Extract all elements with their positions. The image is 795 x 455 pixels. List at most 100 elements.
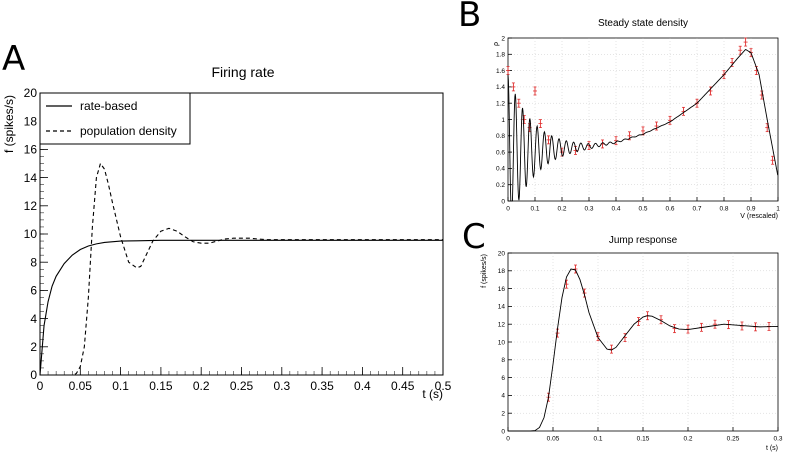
y-tick-label: 1.8 bbox=[496, 52, 505, 59]
chart-c-grid bbox=[508, 253, 778, 431]
x-tick-label: 0.3 bbox=[584, 206, 593, 213]
error-bar bbox=[506, 66, 510, 75]
x-tick-label: 0.4 bbox=[611, 206, 620, 213]
chart-b-title: Steady state density bbox=[598, 18, 688, 29]
chart-b-xlabel: V (rescaled) bbox=[740, 213, 778, 220]
chart-b-grid bbox=[508, 38, 778, 201]
y-tick-label: 12 bbox=[24, 199, 38, 213]
chart-panel-c: Jump response 0 0.05 0.1 0.15 0.2 0.25 0.3 0 2 4 6… bbox=[481, 235, 783, 452]
y-tick-label: 2 bbox=[30, 340, 37, 354]
y-tick-label: 1.6 bbox=[496, 68, 505, 75]
y-tick-label: 4 bbox=[30, 312, 37, 326]
error-bar bbox=[770, 155, 775, 165]
y-tick-label: 16 bbox=[498, 286, 506, 293]
error-bar bbox=[522, 115, 527, 124]
y-tick-label: 10 bbox=[498, 339, 506, 346]
y-tick-label: 0.4 bbox=[496, 166, 505, 173]
x-tick-label: 0.45 bbox=[391, 379, 415, 393]
x-tick-label: 0.05 bbox=[547, 436, 560, 443]
x-tick-label: 0 bbox=[506, 206, 510, 213]
chart-a-ylabel: f (spikes/s) bbox=[2, 95, 16, 153]
x-tick-label: 0.7 bbox=[692, 206, 701, 213]
x-tick-label: 0.25 bbox=[727, 436, 740, 443]
chart-panel-a: Firing rate 0 0.05 0.1 0.15 0.2 0.25 0.3 0.35 0.… bbox=[2, 64, 452, 401]
chart-a-legend: rate-based population density bbox=[39, 92, 191, 145]
error-bar bbox=[533, 86, 537, 96]
chart-c-title: Jump response bbox=[609, 235, 678, 246]
error-bar bbox=[573, 264, 578, 274]
error-bar bbox=[672, 324, 677, 334]
chart-b-ticks: 0 0.1 0.2 0.3 0.4 0.5 0.6 0.7 0.8 0.9 1 0 0.2 0.4 0.6 0… bbox=[496, 35, 780, 212]
chart-c-xlabel: t (s) bbox=[766, 445, 778, 452]
chart-c-ylabel: f (spikes/s) bbox=[481, 254, 488, 288]
x-tick-label: 0 bbox=[506, 436, 510, 443]
chart-a-lines bbox=[39, 162, 443, 376]
y-tick-label: 20 bbox=[24, 86, 38, 100]
x-tick-label: 0.15 bbox=[149, 379, 173, 393]
series-line-population-density bbox=[40, 162, 443, 376]
y-tick-label: 18 bbox=[498, 268, 506, 275]
panel-letter-b: B bbox=[458, 0, 481, 35]
y-tick-label: 2 bbox=[501, 35, 505, 42]
y-tick-label: 1.2 bbox=[496, 100, 505, 107]
x-tick-label: 0.35 bbox=[310, 379, 334, 393]
x-tick-label: 0.1 bbox=[530, 206, 539, 213]
x-tick-label: 0.5 bbox=[638, 206, 647, 213]
legend-label-population-density: population density bbox=[80, 124, 177, 138]
x-tick-label: 0.3 bbox=[773, 436, 782, 443]
error-bar bbox=[759, 90, 764, 100]
x-tick-label: 1 bbox=[776, 206, 780, 213]
y-tick-label: 2 bbox=[501, 410, 505, 417]
x-tick-label: 0.3 bbox=[273, 379, 290, 393]
chart-c-error-bars bbox=[546, 264, 771, 402]
y-tick-label: 14 bbox=[24, 171, 38, 185]
legend-box bbox=[39, 92, 191, 145]
y-tick-label: 1.4 bbox=[496, 84, 505, 91]
chart-a-title: Firing rate bbox=[211, 64, 274, 80]
y-tick-label: 0 bbox=[30, 368, 37, 382]
y-tick-label: 6 bbox=[30, 284, 37, 298]
x-tick-label: 0.4 bbox=[354, 379, 371, 393]
x-tick-label: 0.15 bbox=[637, 436, 650, 443]
y-tick-label: 8 bbox=[30, 255, 37, 269]
chart-b-lines bbox=[507, 48, 779, 202]
series-line-rate-based bbox=[39, 239, 443, 376]
y-tick-label: 18 bbox=[24, 114, 38, 128]
chart-a-xlabel: t (s) bbox=[422, 387, 443, 401]
chart-b-ylabel: ρ bbox=[493, 42, 500, 46]
error-bar bbox=[538, 119, 543, 128]
x-tick-label: 0.2 bbox=[683, 436, 692, 443]
panel-letter-c: C bbox=[462, 217, 486, 257]
error-bar bbox=[587, 141, 591, 150]
y-tick-label: 12 bbox=[498, 321, 506, 328]
y-tick-label: 16 bbox=[24, 143, 38, 157]
y-tick-label: 0.6 bbox=[496, 149, 505, 156]
y-tick-label: 10 bbox=[24, 227, 38, 241]
x-tick-label: 0 bbox=[37, 379, 44, 393]
y-tick-label: 6 bbox=[501, 375, 505, 382]
y-tick-label: 20 bbox=[498, 250, 506, 257]
series-line-c-fit bbox=[508, 268, 779, 432]
x-tick-label: 0.1 bbox=[593, 436, 602, 443]
error-bar bbox=[668, 115, 672, 125]
x-tick-label: 0.2 bbox=[557, 206, 566, 213]
error-bar bbox=[654, 121, 659, 131]
x-tick-label: 0.9 bbox=[746, 206, 755, 213]
y-tick-label: 0 bbox=[501, 428, 505, 435]
legend-label-rate-based: rate-based bbox=[80, 99, 137, 113]
chart-b-error-bars bbox=[506, 37, 775, 165]
series-line-b-fit bbox=[507, 48, 779, 202]
error-bar bbox=[713, 319, 717, 329]
x-tick-label: 0.1 bbox=[112, 379, 129, 393]
x-tick-label: 0.05 bbox=[69, 379, 93, 393]
x-tick-label: 0.2 bbox=[193, 379, 210, 393]
error-bar bbox=[743, 37, 748, 47]
panel-letter-a: A bbox=[2, 39, 25, 79]
x-tick-label: 0.5 bbox=[435, 379, 452, 393]
error-bar bbox=[738, 45, 743, 55]
y-tick-label: 8 bbox=[501, 357, 505, 364]
error-bar bbox=[623, 333, 627, 342]
x-tick-label: 0.8 bbox=[719, 206, 728, 213]
error-bar bbox=[546, 135, 551, 145]
